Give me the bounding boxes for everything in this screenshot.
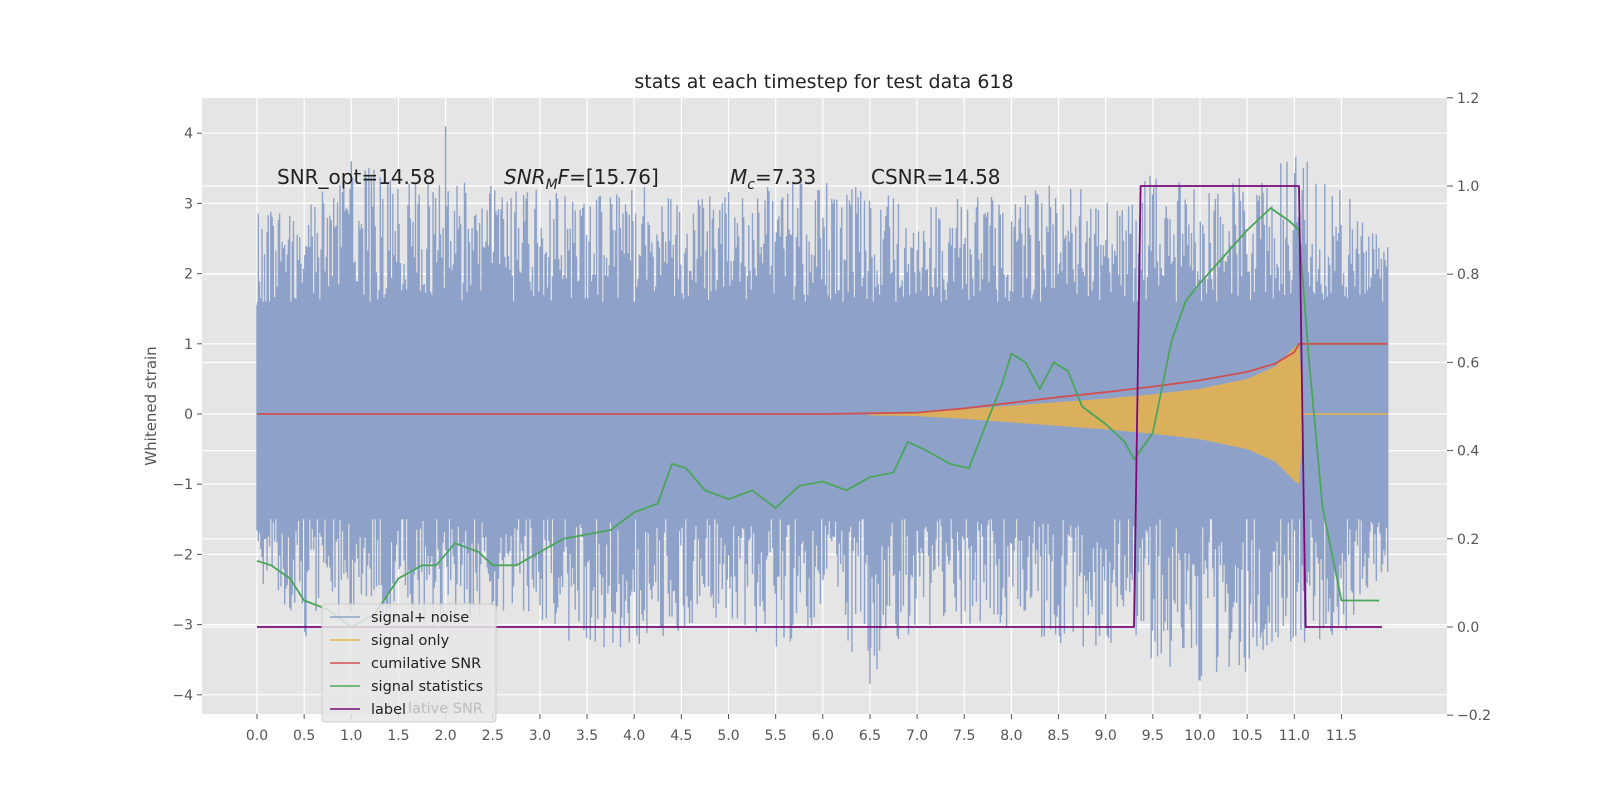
y2-tick-label: 0.8 <box>1457 267 1479 283</box>
cumulative-snr-line <box>257 342 1388 415</box>
legend-entry-signal-only: signal only <box>371 633 450 649</box>
label-series <box>257 185 1382 628</box>
y-axis-left: 4 3 2 1 0 −1 −2 −3 −4 <box>172 126 202 704</box>
annotation-mc: Mc=7.33 <box>730 165 816 193</box>
y-axis-right: 1.2 1.0 0.8 0.6 0.4 0.2 0.0 −0.2 <box>1447 91 1491 724</box>
x-tick-label: 7.5 <box>953 728 975 744</box>
x-tick-label: 9.0 <box>1095 728 1117 744</box>
signal-statistics-series <box>256 207 1380 628</box>
legend-entry-cumulative-snr: cumilative SNR <box>371 656 481 672</box>
x-tick-label: 1.0 <box>340 728 362 744</box>
annotation-mc-value: =7.33 <box>755 165 816 189</box>
y-tick-label: 4 <box>184 126 193 142</box>
x-tick-label: 0.5 <box>293 728 315 744</box>
x-tick-label: 3.0 <box>529 728 551 744</box>
y-tick-label: 3 <box>184 196 193 212</box>
y2-tick-label: −0.2 <box>1457 708 1491 724</box>
x-tick-label: 8.0 <box>1000 728 1022 744</box>
x-tick-label: 11.5 <box>1326 728 1357 744</box>
y-tick-label: 1 <box>184 337 193 353</box>
signal-statistics-line <box>256 207 1380 628</box>
x-tick-label: 11.0 <box>1279 728 1310 744</box>
y2-tick-label: 1.2 <box>1457 91 1479 107</box>
x-tick-label: 0.0 <box>246 728 268 744</box>
legend-box <box>321 603 497 723</box>
annotation-csnr: CSNR=14.58 <box>871 165 1001 189</box>
legend-overlapped-text: lative SNR <box>408 701 483 717</box>
annotation-snr-mf-value: =[15.76] <box>569 165 659 189</box>
y2-tick-label: 0.0 <box>1457 620 1479 636</box>
y-axis-label: Whitened strain <box>142 346 160 465</box>
x-tick-label: 6.5 <box>859 728 881 744</box>
x-tick-label: 2.5 <box>482 728 504 744</box>
legend: lative SNR signal+ noise signal only cum… <box>321 603 497 723</box>
x-tick-label: 8.5 <box>1047 728 1069 744</box>
y-tick-label: −1 <box>172 477 193 493</box>
legend-entry-signal-noise: signal+ noise <box>371 610 469 626</box>
annotation-mc-subscript: c <box>747 177 755 193</box>
x-tick-label: 4.5 <box>670 728 692 744</box>
annotation-snr-mf-symbol: SNR <box>504 165 546 189</box>
y-tick-label: −3 <box>172 618 193 634</box>
annotation-snr-mf-symbol-2: F <box>558 165 570 189</box>
x-tick-label: 9.5 <box>1142 728 1164 744</box>
y2-tick-label: 0.2 <box>1457 532 1479 548</box>
annotation-snr-mf-subscript: M <box>546 177 558 193</box>
x-axis: 0.0 0.5 1.0 1.5 2.0 2.5 3.0 3.5 4.0 4.5 5.0 5.5 6.0 6… <box>246 714 1357 744</box>
x-tick-label: 4.0 <box>623 728 645 744</box>
legend-entry-label: label <box>371 702 406 718</box>
x-tick-label: 10.5 <box>1232 728 1263 744</box>
x-tick-label: 1.5 <box>387 728 409 744</box>
y-tick-label: −2 <box>172 547 193 563</box>
y2-tick-label: 0.6 <box>1457 355 1479 371</box>
y-tick-label: 0 <box>184 407 193 423</box>
x-tick-label: 3.5 <box>576 728 598 744</box>
x-tick-label: 6.0 <box>812 728 834 744</box>
y2-tick-label: 0.4 <box>1457 444 1479 460</box>
y-tick-label: 2 <box>184 267 193 283</box>
x-tick-label: 5.5 <box>765 728 787 744</box>
signal-only-fill <box>869 343 1304 485</box>
x-tick-label: 5.0 <box>717 728 739 744</box>
legend-entry-signal-statistics: signal statistics <box>371 679 483 695</box>
signal-only-series <box>869 343 1388 485</box>
annotations: SNR_opt=14.58 SNRMF=[15.76] Mc=7.33 CSNR… <box>277 165 1001 193</box>
annotation-snr-opt: SNR_opt=14.58 <box>277 165 435 189</box>
y2-tick-label: 1.0 <box>1457 179 1479 195</box>
cumulative-snr-series <box>257 342 1388 415</box>
chart-title: stats at each timestep for test data 618 <box>634 71 1013 93</box>
x-tick-label: 10.0 <box>1184 728 1215 744</box>
annotation-mc-symbol: M <box>730 165 747 189</box>
x-tick-label: 2.0 <box>434 728 456 744</box>
x-tick-label: 7.0 <box>906 728 928 744</box>
y-tick-label: −4 <box>172 688 193 704</box>
label-line <box>257 185 1382 628</box>
annotation-snr-mf: SNRMF=[15.76] <box>504 165 659 193</box>
